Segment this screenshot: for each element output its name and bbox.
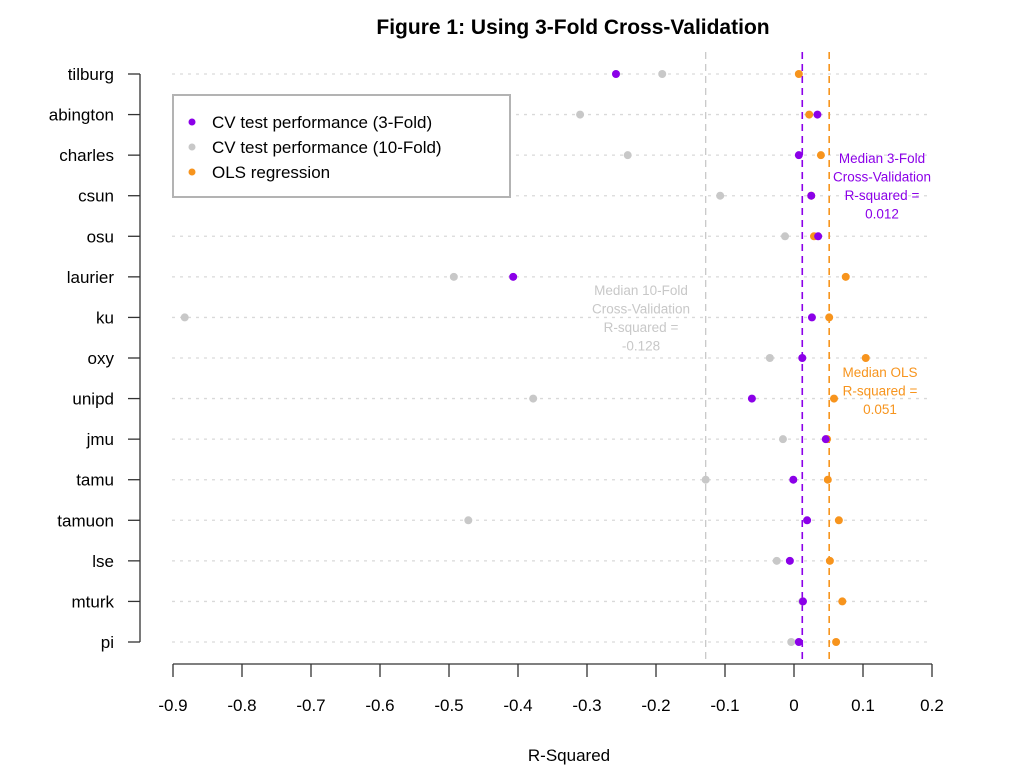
point-ols (823, 475, 832, 484)
point-ols (825, 313, 834, 322)
point-10fold (781, 232, 790, 241)
y-tick-label: tilburg (68, 65, 114, 84)
point-3fold (794, 638, 803, 646)
y-tick-label: tamu (76, 471, 114, 490)
legend-label-ols: OLS regression (212, 163, 330, 182)
gridlines (172, 73, 930, 643)
point-10fold (778, 435, 787, 444)
point-10fold (464, 516, 473, 525)
point-3fold (821, 435, 830, 444)
median-ols-annotation: 0.051 (863, 402, 897, 417)
annotations: Median 10-Fold Cross-Validation R-squared … (592, 151, 931, 417)
point-10fold (623, 151, 632, 160)
point-10fold (701, 475, 710, 484)
x-tick-label: -0.5 (434, 696, 463, 715)
x-tick-label: -0.2 (641, 696, 670, 715)
x-tick-label: -0.4 (503, 696, 532, 715)
legend-label-3fold: CV test performance (3-Fold) (212, 113, 432, 132)
point-3fold (814, 232, 823, 241)
median-ols-annotation: R-squared = (843, 384, 918, 399)
x-tick-label: -0.1 (710, 696, 739, 715)
y-tick-label: ku (96, 308, 114, 327)
point-10fold (658, 70, 667, 78)
median-10-fold-annotation: R-squared = (604, 320, 679, 335)
x-tick-label: -0.6 (365, 696, 394, 715)
median-3-fold-annotation: Cross-Validation (833, 170, 931, 185)
point-3fold (747, 394, 756, 403)
point-10fold (772, 556, 781, 565)
point-ols (838, 597, 847, 606)
x-tick-label: 0 (789, 696, 798, 715)
x-tick-label: 0.1 (851, 696, 875, 715)
legend-marker-ols (188, 168, 196, 176)
point-ols (841, 272, 850, 281)
y-axis: tilburg abington charles csun osu laurier ku ox… (49, 65, 141, 652)
median-3-fold-annotation: 0.012 (865, 207, 899, 222)
y-tick-label: osu (87, 227, 114, 246)
y-tick-label: tamuon (57, 511, 114, 530)
point-ols (794, 70, 803, 78)
x-tick-label: -0.9 (158, 696, 187, 715)
point-10fold (716, 191, 725, 200)
legend: CV test performance (3-Fold) CV test per… (172, 94, 511, 198)
median-3-fold-annotation: Median 3-Fold (839, 151, 925, 166)
median-ols-annotation: Median OLS (842, 365, 917, 380)
point-3fold (611, 70, 620, 78)
legend-box (172, 94, 511, 198)
y-tick-label: unipd (72, 390, 114, 409)
legend-marker-10fold (188, 143, 196, 151)
point-10fold (576, 110, 585, 119)
point-ols (816, 151, 825, 160)
median-10-fold-annotation: Cross-Validation (592, 302, 690, 317)
x-tick-label: -0.7 (296, 696, 325, 715)
x-axis: -0.9 -0.8 -0.7 -0.6 -0.5 -0.4 -0.3 -0.2 -0.1 0 0.1… (158, 663, 944, 715)
x-tick-label: -0.8 (227, 696, 256, 715)
chart-title: Figure 1: Using 3-Fold Cross-Validation (376, 16, 769, 39)
point-3fold (789, 475, 798, 484)
y-tick-label: abington (49, 106, 114, 125)
y-tick-label: jmu (86, 430, 114, 449)
point-ols (832, 638, 841, 646)
y-tick-label: csun (78, 187, 114, 206)
point-3fold (807, 313, 816, 322)
point-10fold (449, 272, 458, 281)
legend-marker-3fold (188, 118, 196, 126)
point-3fold (798, 597, 807, 606)
x-tick-label: 0.2 (920, 696, 944, 715)
point-10fold (787, 638, 796, 646)
y-tick-label: charles (59, 146, 114, 165)
point-3fold (807, 191, 816, 200)
median-10-fold-annotation: Median 10-Fold (594, 283, 688, 298)
point-10fold (529, 394, 538, 403)
x-tick-label: -0.3 (572, 696, 601, 715)
median-3-fold-annotation: R-squared = (845, 188, 920, 203)
legend-label-10fold: CV test performance (10-Fold) (212, 138, 442, 157)
point-ols (805, 110, 814, 119)
y-tick-label: pi (101, 633, 114, 652)
y-tick-label: lse (92, 552, 114, 571)
point-3fold (509, 272, 518, 281)
x-axis-label: R-Squared (528, 746, 610, 765)
y-tick-label: laurier (67, 268, 115, 287)
point-ols (825, 556, 834, 565)
point-10fold (180, 313, 189, 322)
point-3fold (785, 556, 794, 565)
median-10-fold-annotation: -0.128 (622, 339, 660, 354)
point-ols (830, 394, 839, 403)
point-ols (861, 354, 870, 362)
point-3fold (798, 354, 807, 362)
y-tick-label: oxy (88, 349, 115, 368)
point-ols (834, 516, 843, 525)
point-3fold (813, 110, 822, 119)
point-3fold (803, 516, 812, 525)
point-3fold (794, 151, 803, 160)
y-tick-label: mturk (72, 592, 115, 611)
data-points (180, 70, 870, 646)
point-10fold (765, 354, 774, 362)
